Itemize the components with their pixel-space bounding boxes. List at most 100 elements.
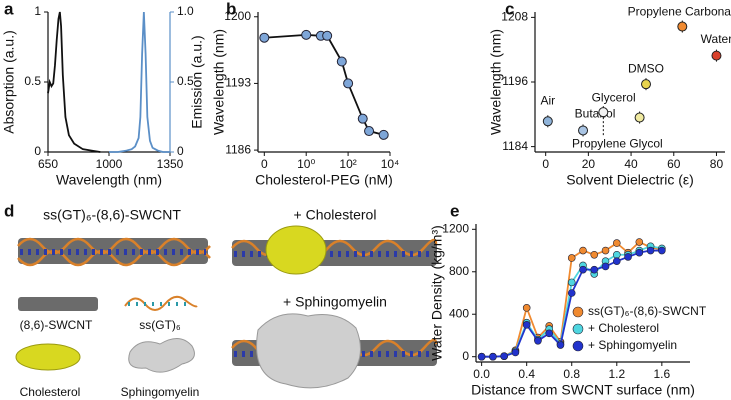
x-axis-label: Distance from SWCNT surface (nm) [471,382,695,398]
y-axis-label: Water Density (kg/m³) [429,225,445,361]
x-axis-label: Wavelength (nm) [56,172,162,188]
label: + Sphingomyelin [283,294,387,310]
marker [259,32,270,43]
marker [579,246,587,255]
cholesterol [265,225,327,275]
x-tick-label: 40 [624,157,638,171]
marker [612,239,621,247]
marker [590,250,599,259]
point [542,116,553,127]
marker [658,246,666,255]
label: Cholesterol [20,385,81,399]
nanotube [18,297,98,311]
point-label: DMSO [628,61,664,75]
series-line [47,11,101,153]
marker [567,278,576,287]
cholesterol [15,343,81,371]
x-tick-label: 10² [339,157,356,171]
panel-label: a [4,0,14,18]
y-tick-label: 1200 [442,221,469,235]
sphingomyelin [256,313,361,389]
illustration: d ss(GT)₆-(8,6)-SWCNT + Cholesterol + Sp… [4,201,438,399]
marker [612,257,621,265]
x-tick-label: 0.0 [473,367,490,381]
y-tick-label: 400 [449,306,469,320]
label: + Cholesterol [294,207,377,223]
marker [556,341,565,349]
point [711,50,722,61]
point-label: Propylene Glycol [572,136,663,150]
point-label: Butanol [575,107,616,121]
point [598,107,609,118]
point [641,79,652,90]
panel-label: b [226,0,236,18]
y-tick-label: 1200 [224,9,251,23]
x-tick-label: 0 [261,157,268,171]
dna-strand [124,295,198,311]
point-label: Glycerol [592,91,636,105]
legend-marker [572,340,584,352]
x-tick-label: 20 [582,157,596,171]
legend-label: + Sphingomyelin [588,338,677,352]
marker [624,253,632,261]
y2-axis-label: Emission (a.u.) [189,35,205,128]
panel-label: e [450,201,459,220]
x-tick-label: 1.6 [653,367,670,381]
label: Sphingomyelin [121,385,200,399]
label: ss(GT)₆ [139,318,181,332]
marker [601,246,610,255]
x-tick-label: 0.8 [563,367,580,381]
x-tick-label: 0.4 [518,367,535,381]
y-tick-label: 0.5 [24,74,41,88]
marker [343,78,354,89]
marker [301,29,312,40]
dna-strand [17,249,211,267]
x-tick-label: 60 [667,157,681,171]
point-label: Water [701,32,731,46]
marker [590,265,599,274]
point [634,112,645,123]
marker [322,30,333,41]
y-tick-label: 1186 [225,142,251,156]
series-line [109,11,170,153]
marker [336,56,347,67]
point [578,125,589,136]
point-label: Air [540,93,555,107]
y-tick-label: 1196 [502,74,528,88]
legend-label: ss(GT)₆-(8,6)-SWCNT [588,304,707,318]
marker [500,352,508,360]
y-tick-label: 800 [449,264,469,278]
y-axis-label: Wavelength (nm) [211,29,227,135]
marker [567,254,576,262]
marker [545,329,554,338]
y-tick-label: 1208 [501,10,528,24]
panel-label: d [4,201,14,220]
marker [378,129,389,140]
marker [477,352,486,361]
x-tick-label: 1.2 [608,367,625,381]
marker [635,248,644,257]
marker [646,246,655,255]
x-axis-label: Cholesterol-PEG (nM) [255,172,393,188]
marker [635,238,644,246]
legend-marker [572,306,584,318]
x-tick-label: 10⁰ [297,157,315,171]
y-axis-label: Absorption (a.u.) [1,30,17,134]
marker [511,348,520,357]
x-axis-label: Solvent Dielectric (ε) [566,172,694,188]
label: (8,6)-SWCNT [20,318,93,332]
marker [522,321,531,329]
x-tick-label: 80 [710,157,724,171]
y2-tick-label: 0.5 [177,74,194,88]
x-tick-label: 650 [38,157,58,171]
y-tick-label: 0 [462,349,469,363]
legend-label: + Cholesterol [588,321,659,335]
marker [357,113,368,124]
marker [522,304,531,312]
x-tick-label: 0 [542,157,549,171]
y-tick-label: 1193 [225,76,251,90]
marker [601,262,610,271]
x-tick-label: 10⁴ [381,157,400,171]
panel-label: c [505,0,514,18]
